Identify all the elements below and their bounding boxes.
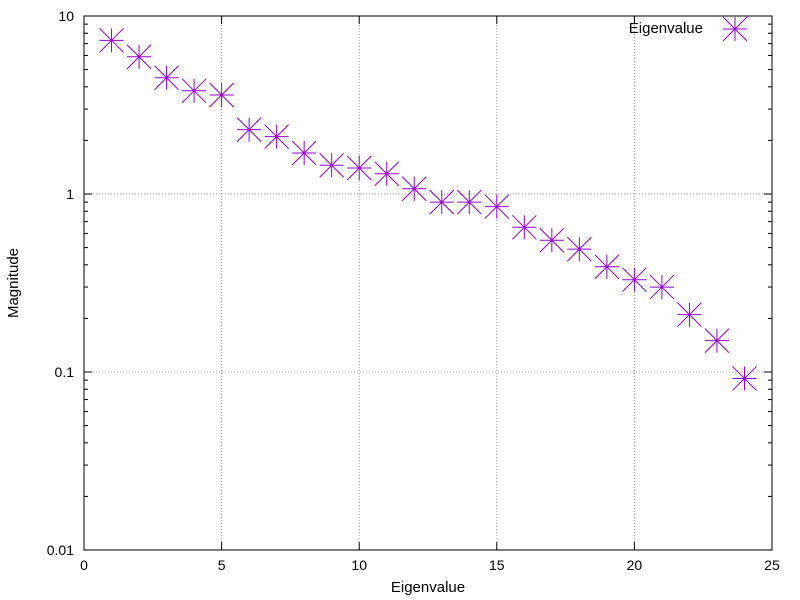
data-point [732,366,757,391]
axis-ticks: 0 5 10 15 20 25 0.01 0.1 1 10 [47,8,780,573]
data-point [346,155,372,181]
y-tick-label: 0.1 [55,364,75,380]
data-point [181,78,207,104]
data-point [429,189,455,215]
x-tick-label: 0 [80,557,88,573]
legend-label: Eigenvalue [629,20,703,37]
data-point [677,302,702,327]
data-point [374,161,400,187]
data-point [622,267,647,293]
data-points [99,27,757,391]
data-point [154,65,179,91]
data-point [264,124,289,149]
data-point [456,189,482,215]
data-point [99,27,124,53]
data-point [649,274,675,300]
grid [84,16,772,550]
data-point [704,328,730,354]
x-tick-label: 25 [764,557,780,573]
y-axis-title: Magnitude [5,248,22,318]
legend: Eigenvalue [629,16,748,42]
x-tick-label: 15 [489,557,505,573]
data-point [539,227,565,253]
data-point [401,176,427,202]
plot-frame [83,15,773,551]
y-tick-label: 1 [66,186,74,202]
data-point [126,44,152,70]
x-tick-label: 20 [627,557,643,573]
data-point [319,152,345,178]
y-tick-label: 10 [58,8,74,24]
x-axis-title: Eigenvalue [391,579,465,596]
data-point [236,117,262,142]
data-point [594,254,620,280]
data-point [291,140,317,166]
data-point [484,194,510,219]
data-point [511,214,537,240]
legend-asterisk-icon [722,16,748,42]
y-tick-label: 0.01 [47,542,74,558]
x-tick-label: 5 [218,557,226,573]
legend-marker-asterisk-icon [722,16,748,42]
data-point [567,236,592,262]
data-point [209,82,234,108]
x-tick-label: 10 [351,557,367,573]
